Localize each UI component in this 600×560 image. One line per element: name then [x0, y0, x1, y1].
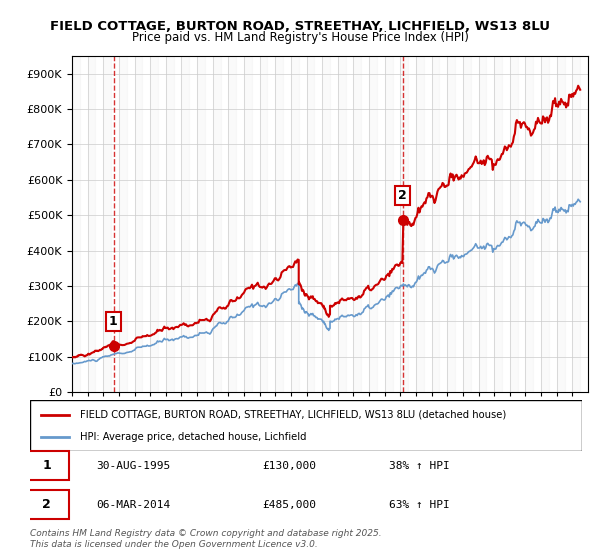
Bar: [416, 56, 424, 392]
Text: £485,000: £485,000: [262, 500, 316, 510]
FancyBboxPatch shape: [30, 400, 582, 451]
Bar: [260, 56, 268, 392]
Bar: [119, 56, 127, 392]
Text: FIELD COTTAGE, BURTON ROAD, STREETHAY, LICHFIELD, WS13 8LU: FIELD COTTAGE, BURTON ROAD, STREETHAY, L…: [50, 20, 550, 32]
Text: 1: 1: [109, 315, 118, 328]
Bar: [181, 56, 189, 392]
Bar: [479, 56, 487, 392]
Bar: [400, 56, 408, 392]
Bar: [244, 56, 252, 392]
Bar: [275, 56, 283, 392]
Bar: [197, 56, 205, 392]
Text: HPI: Average price, detached house, Lichfield: HPI: Average price, detached house, Lich…: [80, 432, 306, 442]
Text: 2: 2: [398, 189, 407, 202]
Text: 63% ↑ HPI: 63% ↑ HPI: [389, 500, 449, 510]
FancyBboxPatch shape: [25, 491, 68, 519]
Bar: [213, 56, 221, 392]
Bar: [166, 56, 173, 392]
Text: 30-AUG-1995: 30-AUG-1995: [96, 461, 170, 470]
Bar: [510, 56, 518, 392]
Bar: [431, 56, 439, 392]
Bar: [307, 56, 314, 392]
Bar: [572, 56, 580, 392]
Bar: [338, 56, 346, 392]
Bar: [494, 56, 502, 392]
Text: FIELD COTTAGE, BURTON ROAD, STREETHAY, LICHFIELD, WS13 8LU (detached house): FIELD COTTAGE, BURTON ROAD, STREETHAY, L…: [80, 409, 506, 419]
Text: 38% ↑ HPI: 38% ↑ HPI: [389, 461, 449, 470]
Bar: [229, 56, 236, 392]
Bar: [322, 56, 330, 392]
Text: 2: 2: [42, 498, 51, 511]
Bar: [369, 56, 377, 392]
Bar: [88, 56, 95, 392]
Bar: [353, 56, 361, 392]
Text: £130,000: £130,000: [262, 461, 316, 470]
Bar: [103, 56, 111, 392]
Bar: [447, 56, 455, 392]
Bar: [291, 56, 299, 392]
Text: 1: 1: [42, 459, 51, 472]
Bar: [385, 56, 392, 392]
Text: 06-MAR-2014: 06-MAR-2014: [96, 500, 170, 510]
FancyBboxPatch shape: [25, 451, 68, 480]
Bar: [463, 56, 471, 392]
Bar: [588, 56, 596, 392]
Text: Contains HM Land Registry data © Crown copyright and database right 2025.
This d: Contains HM Land Registry data © Crown c…: [30, 529, 382, 549]
Text: Price paid vs. HM Land Registry's House Price Index (HPI): Price paid vs. HM Land Registry's House …: [131, 31, 469, 44]
Bar: [72, 56, 80, 392]
Bar: [557, 56, 565, 392]
Bar: [541, 56, 549, 392]
Bar: [150, 56, 158, 392]
Bar: [526, 56, 533, 392]
Bar: [134, 56, 142, 392]
